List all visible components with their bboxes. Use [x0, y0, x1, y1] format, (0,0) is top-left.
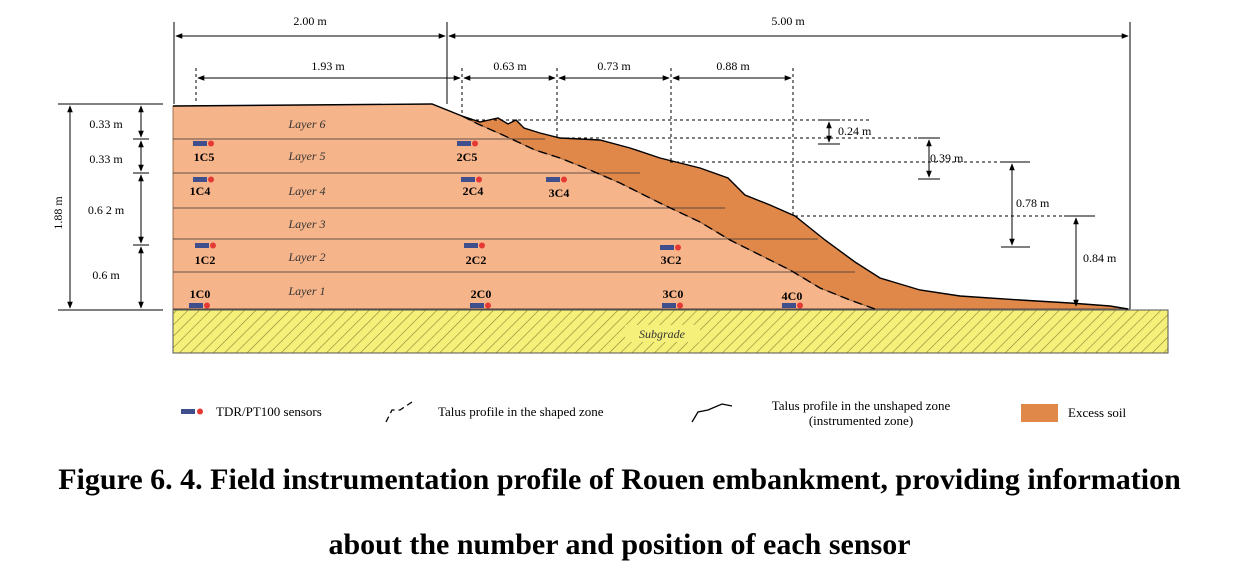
left-dimensions — [58, 103, 163, 311]
figure-caption-line-1: Figure 6. 4. Field instrumentation profi… — [58, 463, 1181, 496]
svg-text:3C2: 3C2 — [661, 253, 682, 267]
sensor-2C2: 2C2 — [464, 242, 487, 267]
layer-1-label: Layer 1 — [288, 284, 326, 298]
legend-excess-swatch — [1021, 404, 1058, 422]
excess-soil — [462, 116, 1128, 309]
dim-0-88: 0.88 m — [716, 59, 750, 73]
dim-h-0-6: 0.6 m — [92, 268, 120, 282]
svg-text:2C2: 2C2 — [466, 253, 487, 267]
top-dimensions — [173, 22, 1131, 309]
sensor-3C2: 3C2 — [660, 244, 682, 267]
dim-0-73: 0.73 m — [597, 59, 631, 73]
dim-h-0-33-a: 0.33 m — [89, 117, 123, 131]
svg-text:1C5: 1C5 — [194, 150, 215, 164]
sensor-3C0: 3C0 — [662, 287, 683, 309]
legend-shaped-symbol — [385, 401, 413, 423]
dim-0-63: 0.63 m — [493, 59, 527, 73]
layer-4-label: Layer 4 — [288, 184, 326, 198]
layer-2-label: Layer 2 — [288, 250, 326, 264]
sensor-2C5: 2C5 — [457, 140, 478, 164]
sensor-2C4: 2C4 — [461, 176, 484, 198]
legend-shaped-label: Talus profile in the shaped zone — [438, 404, 604, 419]
svg-text:1C4: 1C4 — [190, 184, 211, 198]
dim-top-left: 2.00 m — [293, 14, 327, 28]
layer-lines — [173, 138, 1130, 310]
svg-text:1C2: 1C2 — [195, 253, 216, 267]
layer-3-label: Layer 3 — [288, 217, 326, 231]
sensor-1C2: 1C2 — [195, 242, 216, 267]
dim-excess-0-84: 0.84 m — [1083, 251, 1117, 265]
talus-shaped-profile — [461, 115, 876, 310]
dim-h-0-33-b: 0.33 m — [89, 152, 123, 166]
legend-sensor-symbol — [181, 408, 203, 415]
sensor-3C4: 3C4 — [546, 176, 570, 200]
sensor-1C4: 1C4 — [190, 176, 214, 198]
legend: TDR/PT100 sensors Talus profile in the s… — [181, 398, 1127, 428]
legend-excess-label: Excess soil — [1068, 405, 1127, 420]
layer-6-label: Layer 6 — [288, 117, 326, 131]
legend-unshaped-label-2: (instrumented zone) — [809, 413, 913, 428]
svg-text:2C0: 2C0 — [471, 287, 492, 301]
dim-excess-0-24: 0.24 m — [838, 124, 872, 138]
sensor-4C0: 4C0 — [782, 289, 803, 309]
dim-total-height: 1.88 m — [51, 196, 65, 230]
layer-5-label: Layer 5 — [288, 149, 326, 163]
dim-top-right: 5.00 m — [771, 14, 805, 28]
sensor-1C5: 1C5 — [193, 140, 215, 164]
sensor-2C0: 2C0 — [470, 287, 491, 309]
svg-text:2C4: 2C4 — [463, 184, 484, 198]
dim-h-0-62: 0.6 2 m — [88, 203, 125, 217]
sensor-1C0: 1C0 — [189, 287, 210, 309]
subgrade-label: Subgrade — [639, 327, 686, 341]
legend-unshaped-label-1: Talus profile in the unshaped zone — [772, 398, 951, 413]
dim-1-93: 1.93 m — [311, 59, 345, 73]
legend-unshaped-symbol — [691, 403, 733, 423]
legend-sensors-label: TDR/PT100 sensors — [216, 404, 322, 419]
svg-text:1C0: 1C0 — [190, 287, 211, 301]
figure-caption-line-2: about the number and position of each se… — [328, 528, 911, 561]
svg-text:3C4: 3C4 — [549, 186, 570, 200]
dim-excess-0-39: 0.39 m — [930, 151, 964, 165]
svg-text:4C0: 4C0 — [782, 289, 803, 303]
svg-text:2C5: 2C5 — [457, 150, 478, 164]
subgrade-label-bg — [625, 325, 700, 342]
svg-text:3C0: 3C0 — [663, 287, 684, 301]
excess-dimensions — [470, 119, 1095, 307]
embankment-diagram: Subgrade Layer 6 Layer 5 Layer 4 Layer 3… — [51, 14, 1169, 428]
dim-excess-0-78: 0.78 m — [1016, 196, 1050, 210]
